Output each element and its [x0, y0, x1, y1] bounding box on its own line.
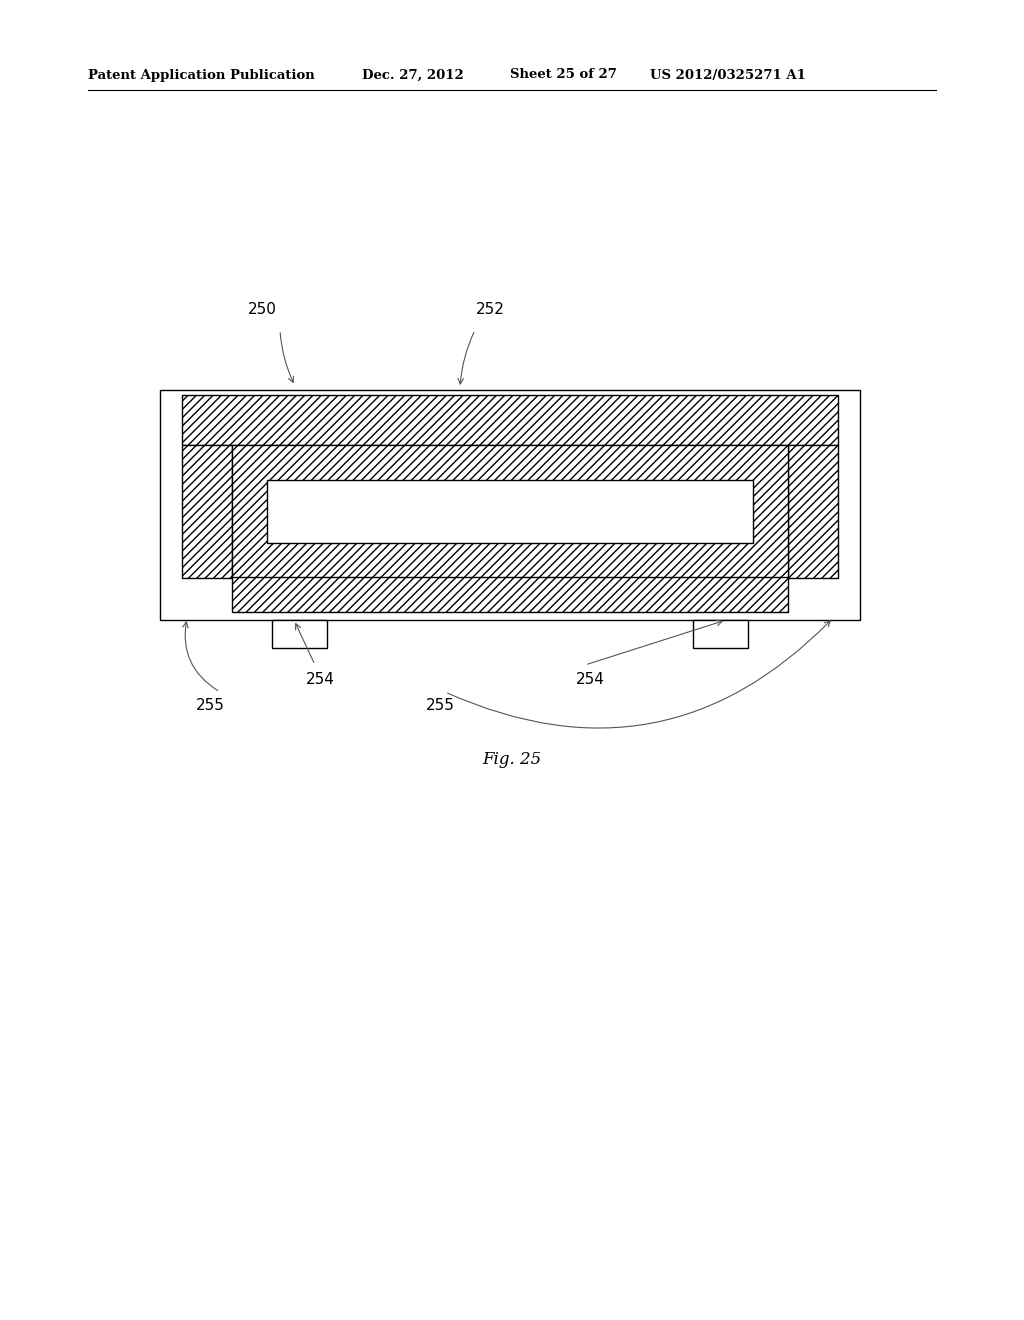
Text: 255: 255	[196, 697, 224, 713]
Bar	[788, 445, 838, 578]
Bar	[267, 480, 753, 543]
Bar	[272, 620, 327, 648]
Bar	[693, 620, 748, 648]
Bar	[160, 389, 860, 620]
Text: Sheet 25 of 27: Sheet 25 of 27	[510, 69, 616, 82]
Bar	[232, 445, 788, 578]
Text: 255: 255	[426, 697, 455, 713]
Text: Dec. 27, 2012: Dec. 27, 2012	[362, 69, 464, 82]
Text: 250: 250	[248, 302, 276, 318]
Text: US 2012/0325271 A1: US 2012/0325271 A1	[650, 69, 806, 82]
Bar	[182, 445, 232, 578]
Text: Fig. 25: Fig. 25	[482, 751, 542, 768]
Bar	[232, 577, 788, 612]
Text: Patent Application Publication: Patent Application Publication	[88, 69, 314, 82]
Text: 254: 254	[575, 672, 604, 688]
Text: 254: 254	[305, 672, 335, 688]
Text: 252: 252	[475, 302, 505, 318]
Bar	[182, 395, 838, 445]
